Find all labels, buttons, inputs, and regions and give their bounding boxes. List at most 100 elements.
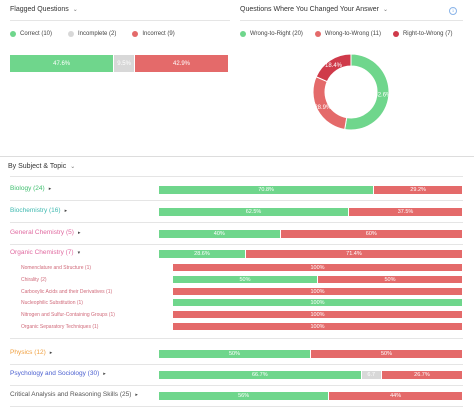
topic-label[interactable]: Organic Separatory Techniques (1) — [21, 324, 99, 330]
subject-row-toggle[interactable]: Organic Chemistry (7) ▾ — [10, 249, 80, 256]
topic-stacked-bar: 50% 50% — [173, 276, 463, 283]
info-icon[interactable]: i — [449, 7, 457, 15]
donut-slice[interactable] — [315, 53, 352, 83]
divider — [0, 156, 474, 157]
caret-right-icon: ▸ — [48, 185, 52, 192]
subject-label: General Chemistry (5) — [10, 229, 74, 236]
subject-label: Psychology and Sociology (30) — [10, 370, 100, 377]
subject-label: Biochemistry (16) — [10, 207, 61, 214]
bar-segment: 50% — [159, 350, 311, 358]
subject-label: Biology (24) — [10, 185, 45, 192]
bar-segment: 66.7% — [159, 371, 362, 379]
chevron-down-icon: ⌄ — [72, 7, 78, 13]
subject-row-toggle[interactable]: Biochemistry (16) ▸ — [10, 207, 67, 214]
subject-stacked-bar: 50% 50% — [159, 350, 463, 358]
bar-segment: 44% — [329, 392, 463, 400]
bar-segment: 28.6% — [159, 250, 246, 258]
legend-item[interactable]: Right-to-Wrong (7) — [392, 31, 453, 37]
bar-segment: 100% — [173, 323, 463, 330]
legend-item[interactable]: Wrong-to-Right (20) — [240, 31, 303, 37]
subject-stacked-bar: 28.6% 71.4% — [159, 250, 463, 258]
subject-row-toggle[interactable]: Physics (12) ▸ — [10, 349, 52, 356]
legend-dot-icon — [132, 31, 139, 37]
by-subject-dropdown[interactable]: By Subject & Topic ⌄ — [8, 163, 75, 170]
topic-label[interactable]: Chirality (2) — [21, 277, 47, 283]
legend-dot-icon — [240, 31, 246, 37]
divider — [10, 385, 463, 386]
topic-label[interactable]: Nucleophilic Substitution (1) — [21, 300, 83, 306]
topic-label[interactable]: Nitrogen and Sulfur-Containing Groups (1… — [21, 312, 115, 318]
divider — [10, 222, 463, 223]
legend-label: Right-to-Wrong (7) — [402, 31, 453, 37]
donut-slice-label: 52.6% — [374, 93, 392, 99]
topic-label[interactable]: Nomenclature and Structure (1) — [21, 265, 92, 271]
topic-label[interactable]: Carboxylic Acids and their Derivatives (… — [21, 289, 113, 295]
legend-dot-icon — [10, 31, 16, 37]
topic-stacked-bar: 100% — [173, 264, 463, 271]
bar-segment: 100% — [173, 311, 463, 318]
bar-segment: 62.5% — [159, 208, 349, 216]
bar-segment: 100% — [173, 264, 463, 271]
caret-right-icon: ▸ — [64, 207, 68, 214]
legend-dot-icon — [392, 31, 399, 37]
bar-segment: 40% — [159, 230, 281, 238]
topic-stacked-bar: 100% — [173, 299, 463, 306]
legend-dot-icon — [68, 31, 75, 37]
bar-segment: 50% — [173, 276, 318, 283]
changed-answers-dropdown[interactable]: Questions Where You Changed Your Answer … — [240, 6, 388, 13]
legend-dot-icon — [314, 31, 321, 37]
legend-label: Incorrect (9) — [142, 31, 175, 37]
subject-row-toggle[interactable]: Critical Analysis and Reasoning Skills (… — [10, 391, 138, 398]
flagged-questions-dropdown[interactable]: Flagged Questions ⌄ — [10, 6, 78, 13]
changed-answers-title: Questions Where You Changed Your Answer — [240, 6, 379, 13]
donut-slice-label: 18.4% — [325, 63, 343, 69]
legend-item[interactable]: Wrong-to-Wrong (11) — [314, 31, 381, 37]
divider — [10, 406, 463, 407]
bar-segment: 9.5% — [114, 55, 136, 72]
legend-item[interactable]: Incomplete (2) — [68, 31, 116, 37]
by-subject-title: By Subject & Topic — [8, 163, 67, 170]
caret-right-icon: ▸ — [77, 229, 81, 236]
flagged-legend: Correct (10) Incomplete (2) Incorrect (9) — [10, 31, 175, 37]
subject-row-toggle[interactable]: Biology (24) ▸ — [10, 185, 51, 192]
legend-item[interactable]: Correct (10) — [10, 31, 52, 37]
donut-slice-label: 28.9% — [314, 105, 332, 111]
bar-segment: 42.9% — [135, 55, 229, 72]
bar-segment: 70.8% — [159, 186, 375, 194]
changed-legend: Wrong-to-Right (20) Wrong-to-Wrong (11) Ri… — [240, 31, 453, 37]
flagged-stacked-bar: 47.6% 9.5% 42.9% — [10, 55, 229, 72]
divider — [10, 244, 463, 245]
subject-stacked-bar: 70.8% 29.2% — [159, 186, 463, 194]
subject-row-toggle[interactable]: General Chemistry (5) ▸ — [10, 229, 80, 236]
subject-stacked-bar: 40% 60% — [159, 230, 463, 238]
flagged-questions-title: Flagged Questions — [10, 6, 69, 13]
bar-segment: 71.4% — [245, 250, 463, 258]
caret-right-icon: ▸ — [103, 370, 106, 377]
divider — [10, 20, 230, 21]
bar-segment: 47.6% — [10, 55, 115, 72]
legend-label: Correct (10) — [20, 31, 53, 37]
caret-right-icon: ▸ — [135, 391, 138, 398]
donut-slice[interactable] — [312, 76, 348, 131]
topic-stacked-bar: 100% — [173, 311, 463, 318]
divider — [10, 200, 463, 201]
bar-segment: 100% — [173, 299, 463, 306]
chevron-down-icon: ⌄ — [70, 164, 76, 170]
divider — [10, 364, 463, 365]
subject-label: Critical Analysis and Reasoning Skills (… — [10, 391, 132, 398]
divider — [240, 20, 463, 21]
legend-label: Wrong-to-Right (20) — [250, 31, 303, 37]
subject-label: Organic Chemistry (7) — [10, 249, 74, 256]
subject-row-toggle[interactable]: Psychology and Sociology (30) ▸ — [10, 370, 106, 377]
topic-stacked-bar: 100% — [173, 323, 463, 330]
bar-segment: 26.7% — [381, 371, 463, 379]
subject-stacked-bar: 66.7% 6.7 26.7% — [159, 371, 463, 379]
subject-stacked-bar: 62.5% 37.5% — [159, 208, 463, 216]
bar-segment: 56% — [159, 392, 330, 400]
bar-segment: 29.2% — [374, 186, 463, 194]
divider — [10, 176, 463, 177]
bar-segment: 50% — [311, 350, 463, 358]
bar-segment: 6.7 — [361, 371, 382, 379]
subject-stacked-bar: 56% 44% — [159, 392, 463, 400]
legend-item[interactable]: Incorrect (9) — [132, 31, 175, 37]
